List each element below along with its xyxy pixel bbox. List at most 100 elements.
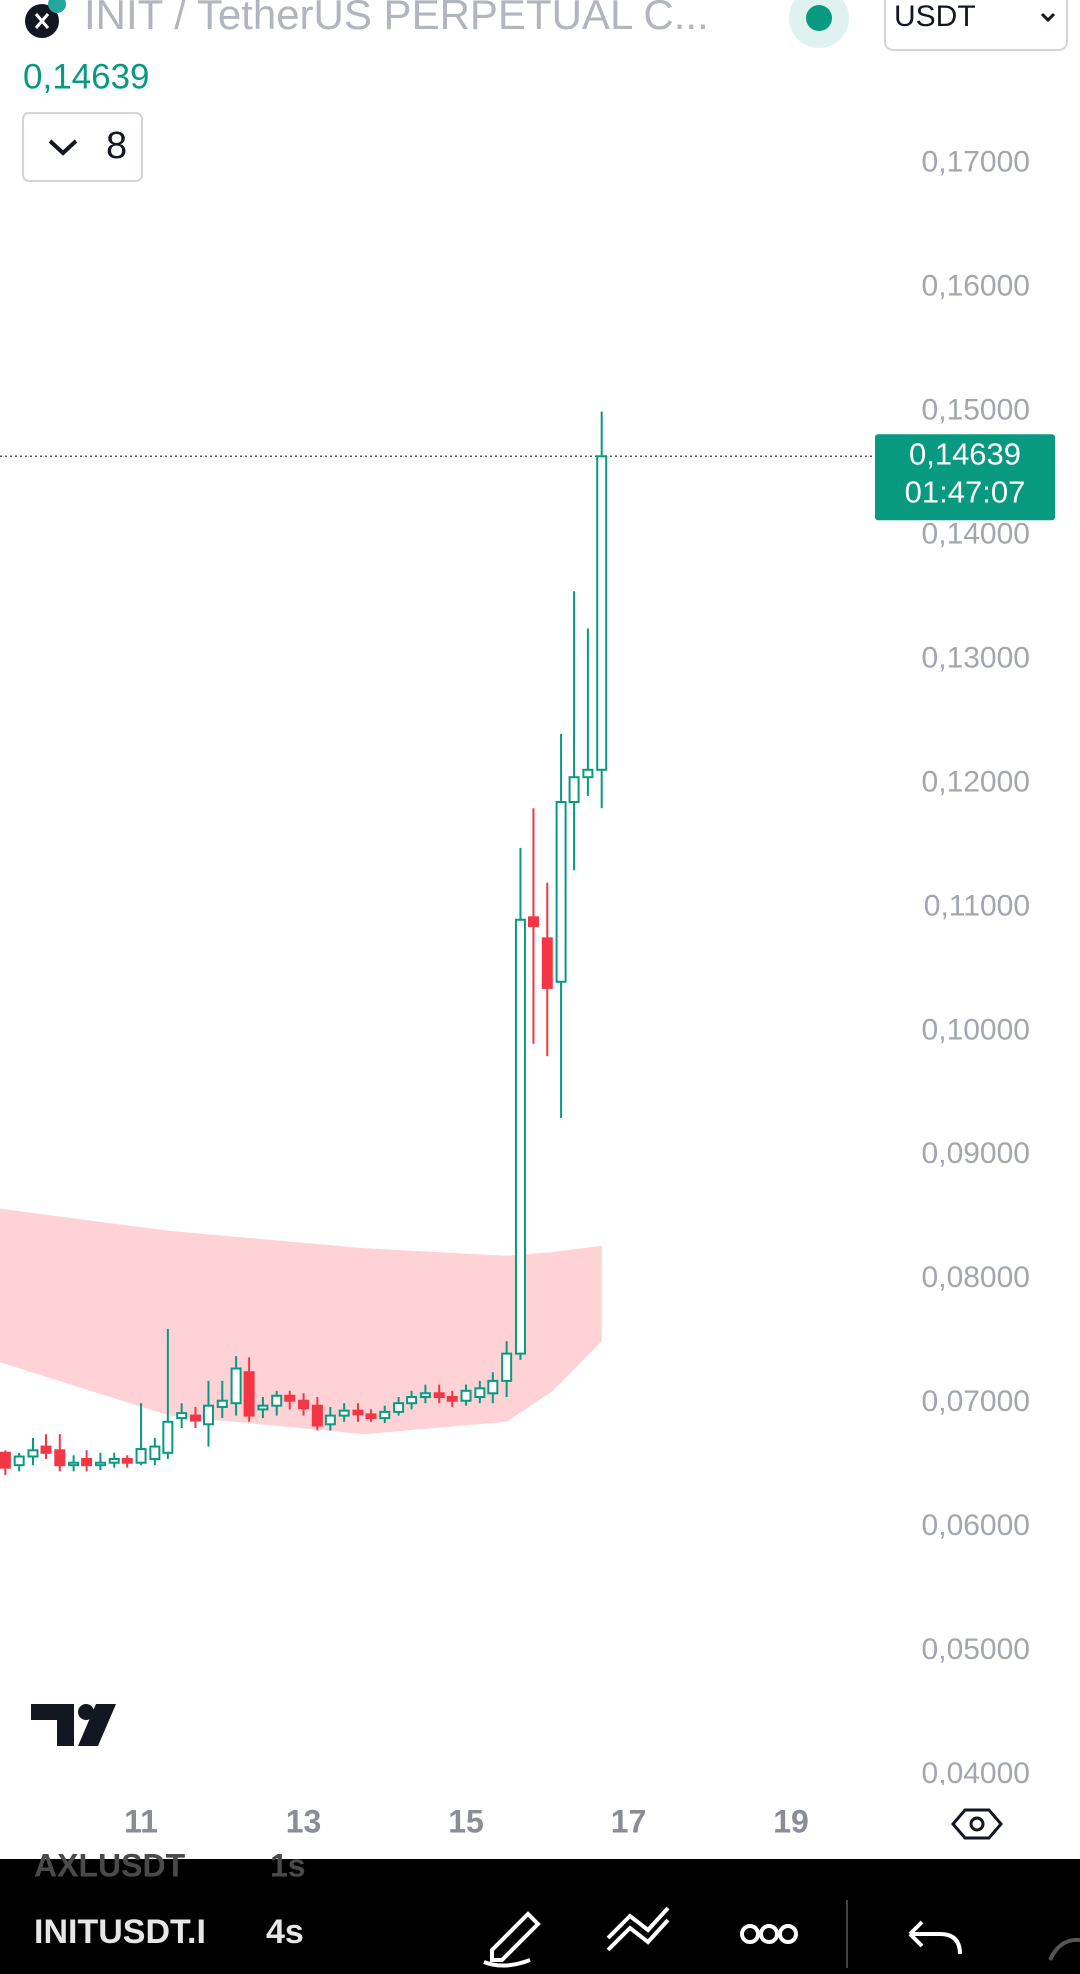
last-price-box [875,434,1055,521]
x-tick-label: 19 [773,1803,809,1839]
candle-body [324,1414,336,1426]
candle-body [379,1410,391,1420]
indicators-toggle[interactable] [22,112,143,182]
candle-body [216,1399,228,1408]
candle-body [135,1448,147,1464]
y-tick-label: 0,06000 [922,1509,1030,1542]
plot-area: 0,17000 0,16000 0,15000 0,14000 0,13000 0,120… [0,146,1055,1790]
candle-body [406,1396,418,1405]
candle-body [541,937,553,989]
candle-body [162,1420,174,1454]
y-tick-label: 0,16000 [922,270,1030,303]
candle-body [108,1457,120,1464]
lines-tool-icon[interactable] [606,1906,670,1952]
candle-body [121,1457,133,1464]
logo-glyph [34,13,50,29]
status-dot [806,5,832,31]
y-tick-label: 0,17000 [922,146,1030,179]
candle-body [311,1404,323,1427]
interval-button[interactable]: 4s [266,1913,304,1951]
logo-part [31,1704,74,1746]
header: INIT / TetherUS PERPETUAL C... USDT 0,14… [22,0,1068,182]
y-tick-label: 0,08000 [922,1261,1030,1294]
candle-body [94,1461,106,1467]
candle-body [568,776,580,804]
candle-body [338,1409,350,1417]
candle-body [487,1379,499,1395]
candle-body [257,1404,269,1411]
candle-body [40,1445,52,1454]
y-tick-label: 0,14000 [922,517,1030,550]
candle-body [68,1461,80,1467]
candle-body [189,1414,201,1422]
indicator-count: 8 [106,125,127,167]
x-tick-label: 11 [124,1803,158,1839]
currency-select[interactable] [884,0,1068,51]
y-tick-label: 0,12000 [922,765,1030,798]
candle-body [596,455,608,771]
ghost-symbol: AXLUSDT [34,1847,186,1883]
candle-body [27,1449,39,1458]
candle-body [13,1455,25,1467]
undo-icon[interactable] [908,1920,962,1955]
y-tick-label: 0,05000 [922,1633,1030,1666]
tv-logo [31,1704,116,1746]
candle-body [298,1399,310,1410]
candle-body [365,1413,377,1420]
currency-label: USDT [894,0,976,33]
candle-body [202,1404,214,1426]
y-tick-label: 0,09000 [922,1137,1030,1170]
candle-body [393,1402,405,1413]
x-tick-label: 17 [611,1803,647,1839]
candle-body [433,1392,445,1399]
settings-icon[interactable] [951,1808,1003,1840]
y-tick-label: 0,11000 [924,889,1030,922]
header-price: 0,14639 [23,57,150,96]
indicator-band [0,1208,602,1435]
symbol-title: INIT / TetherUS PERPETUAL C... [84,0,709,38]
currency-caret [1040,12,1056,23]
logo-part [78,1704,116,1746]
toolbar-bg [0,1859,1080,1974]
candle-body [514,918,526,1355]
symbol-button[interactable]: INITUSDT.I [34,1913,206,1951]
candle-body [0,1451,11,1469]
candle-body [582,768,594,779]
candle-body [81,1457,93,1467]
candle-body [419,1392,431,1399]
candle-body [149,1445,161,1460]
y-tick-label: 0,10000 [922,1013,1030,1046]
candle-body [501,1352,513,1382]
candle-body [54,1449,66,1467]
y-tick-label: 0,15000 [922,393,1030,426]
x-tick-label: 15 [448,1803,484,1839]
ghost-interval: 1s [270,1847,306,1883]
y-tick-label: 0,04000 [922,1757,1030,1790]
candle-body [352,1409,364,1416]
last-price-label: 0,14639 [909,436,1021,471]
candle-body [527,916,539,927]
x-tick-label: 13 [286,1803,322,1839]
more-icon[interactable] [740,1924,798,1944]
y-tick-label: 0,07000 [922,1385,1030,1418]
toggle-chevron [48,139,78,156]
y-tick-label: 0,13000 [922,641,1030,674]
candle-body [243,1371,255,1417]
candle-body [460,1389,472,1402]
candle-body [446,1396,458,1402]
logo-badge [48,0,66,13]
countdown-label: 01:47:07 [905,474,1026,509]
candle-body [176,1412,188,1420]
candle-body [230,1367,242,1405]
draw-tool-icon[interactable] [483,1911,541,1968]
toolbar: AXLUSDT 1s INITUSDT.I 4s [0,1847,1080,1974]
candle-body [474,1387,486,1399]
candle-body [271,1394,283,1407]
settings-icon-core [969,1816,985,1832]
candle-body [555,801,567,983]
logo-part [78,1704,94,1720]
candle-body [284,1394,296,1402]
redo-icon[interactable] [1048,1937,1080,1961]
